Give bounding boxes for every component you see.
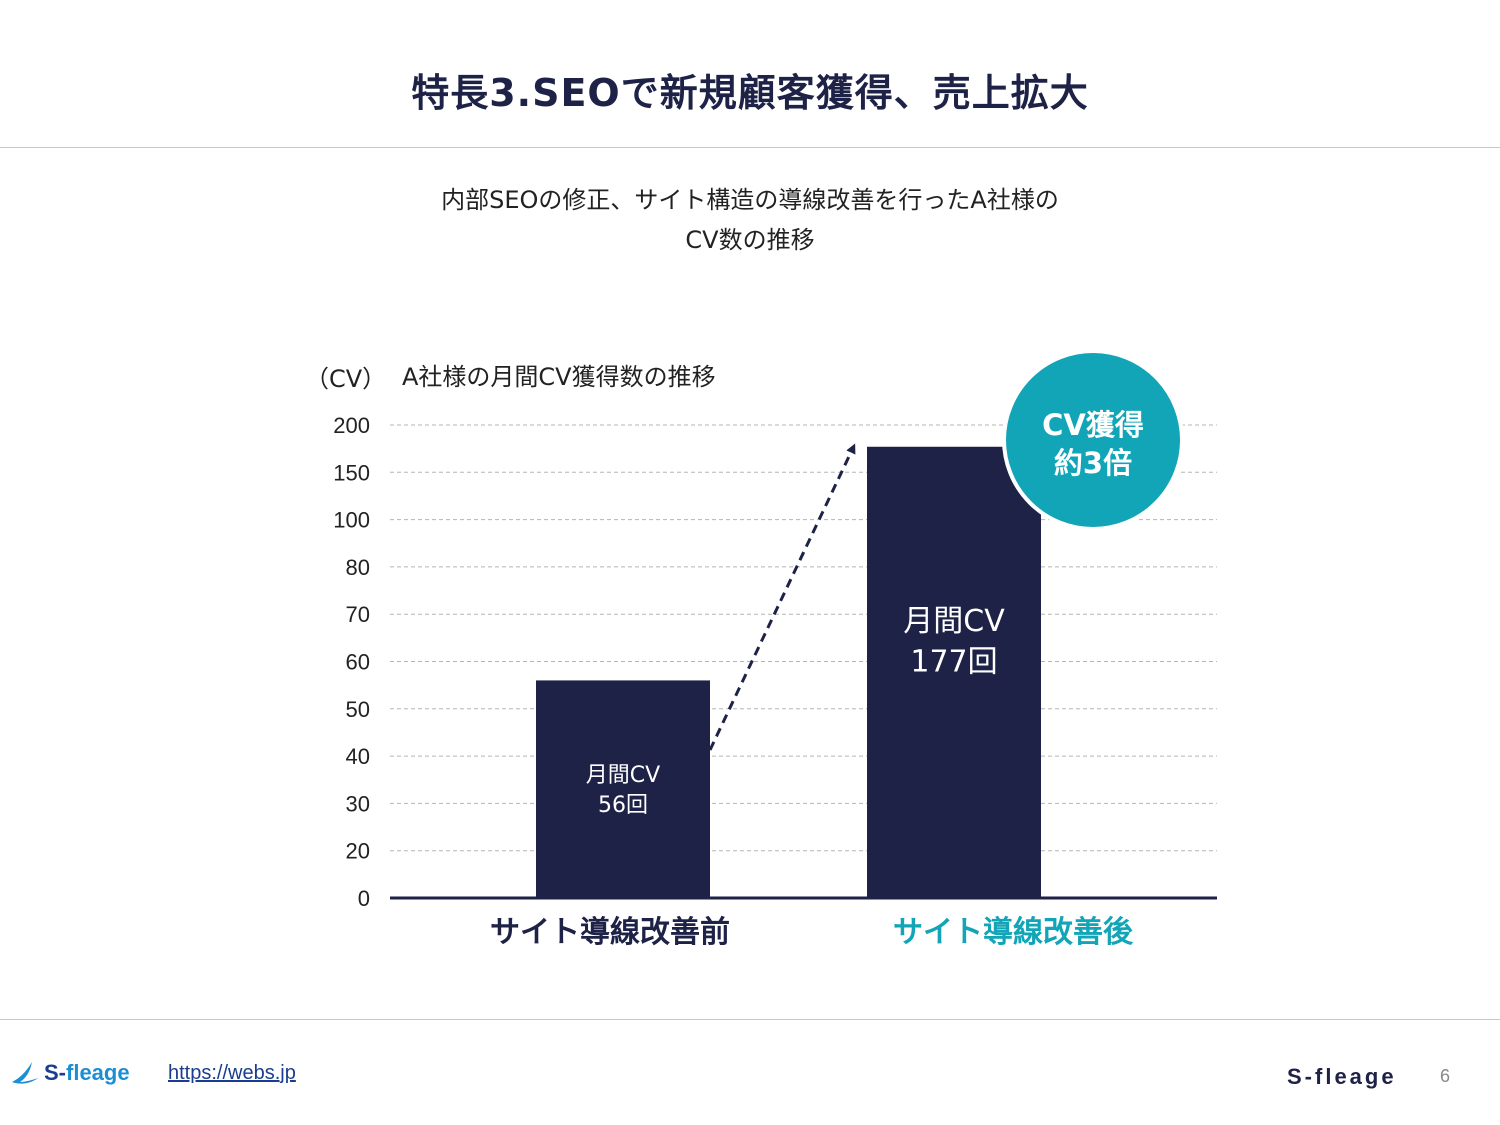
logo-text-suffix: fleage [66,1060,130,1085]
callout-title: CV獲得 [1042,408,1144,442]
bar-label-title: 月間CV [903,604,1005,639]
y-tick-label: 100 [333,508,370,533]
bar-label-value: 177回 [910,645,997,680]
footer-logo: S-fleage [10,1060,130,1086]
subtitle-line-1: 内部SEOの修正、サイト構造の導線改善を行ったA社様の [441,186,1059,214]
bar [536,680,710,898]
subtitle-line-2: CV数の推移 [685,226,815,254]
bar-label-value: 56回 [598,793,648,818]
y-tick-label: 40 [346,744,370,769]
y-axis-unit-label: （CV） [305,365,387,393]
bar-label-title: 月間CV [586,763,660,788]
page-number: 6 [1440,1066,1451,1086]
y-tick-label: 0 [358,886,370,911]
bar [867,446,1041,898]
y-tick-label: 150 [333,460,370,485]
footer-brand: S-fleage [1287,1064,1397,1089]
page-title: 特長3.SEOで新規顧客獲得、売上拡大 [411,71,1089,115]
y-tick-label: 30 [346,791,370,816]
callout-circle [1002,349,1184,531]
y-tick-label: 60 [346,650,370,675]
header-divider [0,147,1500,148]
y-tick-label: 200 [333,413,370,438]
y-tick-label: 80 [346,555,370,580]
y-tick-label: 20 [346,839,370,864]
chart-title: A社様の月間CV獲得数の推移 [402,363,716,391]
footer-divider [0,1019,1500,1020]
x-category-label: サイト導線改善後 [893,915,1134,950]
bird-logo-icon [12,1062,38,1084]
y-tick-label: 70 [346,602,370,627]
callout-value: 約3倍 [1054,446,1132,480]
y-tick-label: 50 [346,697,370,722]
x-category-label: サイト導線改善前 [490,915,730,950]
growth-arrow [708,443,856,751]
website-link[interactable]: https://webs.jp [168,1062,296,1084]
bar-chart: 0 20 30 40 50 60 70 80 100 150 200 月間CV 56回 月間CV 177回サ… [333,349,1217,950]
logo-text-prefix: S- [44,1060,66,1085]
